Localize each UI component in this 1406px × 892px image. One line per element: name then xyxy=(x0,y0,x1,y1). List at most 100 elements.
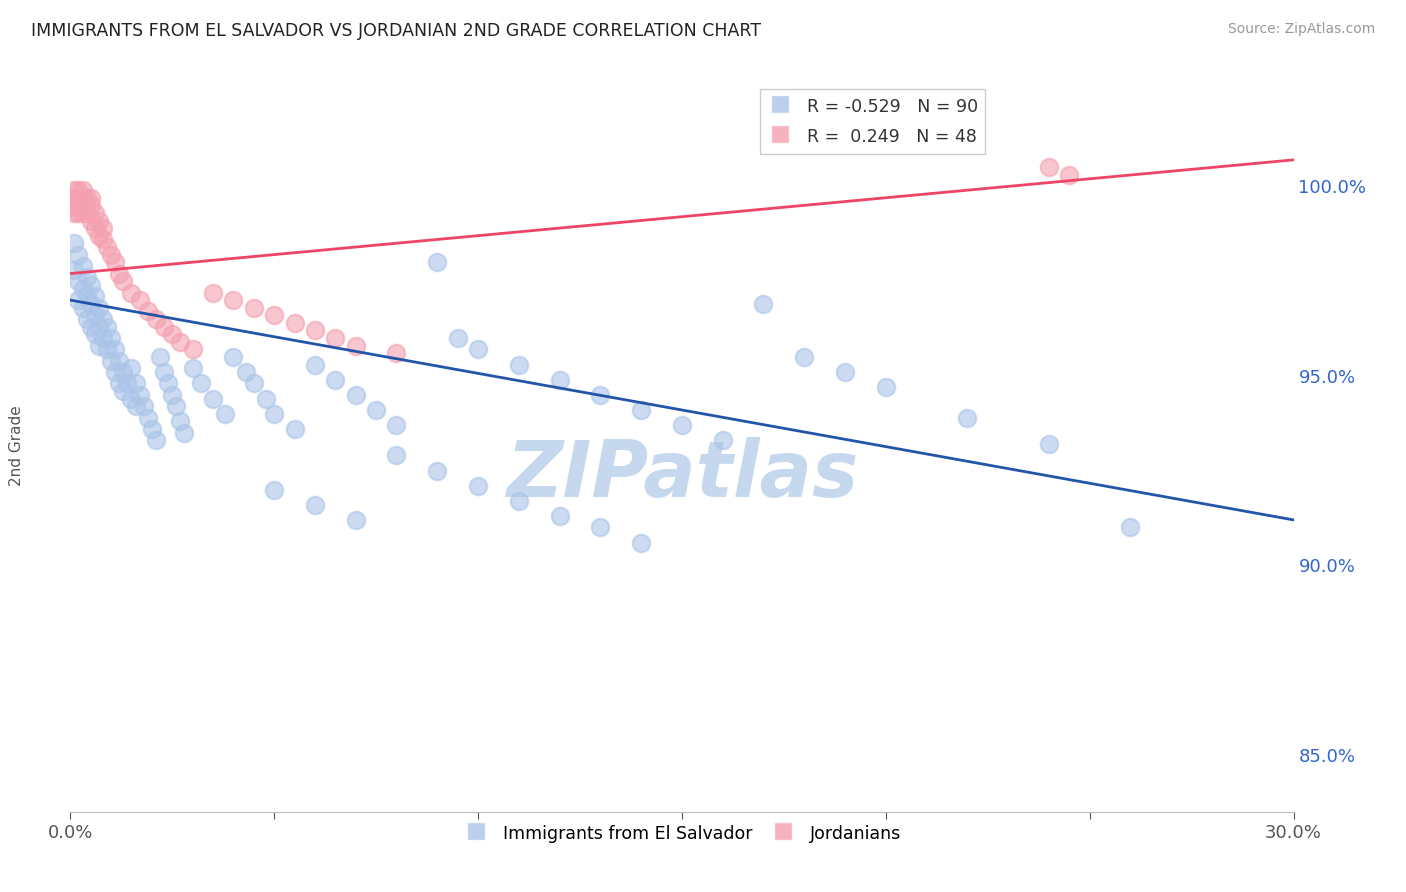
Point xyxy=(284,422,307,436)
Point xyxy=(793,350,815,364)
Point xyxy=(263,483,285,497)
Point xyxy=(112,274,135,288)
Point xyxy=(72,198,94,212)
Point xyxy=(385,449,408,463)
Point xyxy=(76,289,98,303)
Point xyxy=(96,240,118,254)
Point xyxy=(214,407,236,421)
Point xyxy=(284,316,307,330)
Point xyxy=(426,255,449,269)
Point xyxy=(157,376,180,391)
Point xyxy=(173,425,195,440)
Point xyxy=(202,285,225,300)
Point xyxy=(875,380,897,394)
Point xyxy=(63,191,86,205)
Point xyxy=(67,183,90,197)
Point xyxy=(96,319,118,334)
Point xyxy=(79,277,103,292)
Text: 2nd Grade: 2nd Grade xyxy=(10,406,24,486)
Point xyxy=(79,319,103,334)
Point xyxy=(72,282,94,296)
Point xyxy=(243,301,266,315)
Point xyxy=(426,464,449,478)
Point xyxy=(76,206,98,220)
Point xyxy=(956,410,979,425)
Point xyxy=(72,183,94,197)
Point xyxy=(181,361,204,376)
Point xyxy=(79,191,103,205)
Point xyxy=(548,509,571,524)
Point xyxy=(304,358,326,372)
Point xyxy=(63,198,86,212)
Point xyxy=(87,338,110,352)
Text: ZIPatlas: ZIPatlas xyxy=(506,437,858,513)
Point xyxy=(132,399,155,413)
Point xyxy=(222,293,245,307)
Point xyxy=(711,434,734,448)
Point xyxy=(304,323,326,337)
Point xyxy=(149,350,172,364)
Point xyxy=(79,297,103,311)
Point xyxy=(87,319,110,334)
Point xyxy=(76,191,98,205)
Point xyxy=(117,376,139,391)
Point xyxy=(190,376,212,391)
Point xyxy=(136,410,159,425)
Point xyxy=(124,399,146,413)
Point xyxy=(169,414,191,428)
Point xyxy=(202,392,225,406)
Point xyxy=(304,498,326,512)
Point xyxy=(83,206,105,220)
Text: Source: ZipAtlas.com: Source: ZipAtlas.com xyxy=(1227,22,1375,37)
Point xyxy=(136,304,159,318)
Point xyxy=(508,358,530,372)
Point xyxy=(467,479,489,493)
Point xyxy=(91,312,114,326)
Point xyxy=(104,365,127,379)
Point xyxy=(243,376,266,391)
Point xyxy=(87,213,110,227)
Point xyxy=(235,365,257,379)
Point xyxy=(108,353,131,368)
Point xyxy=(67,191,90,205)
Point xyxy=(67,247,90,261)
Point xyxy=(752,297,775,311)
Point xyxy=(108,267,131,281)
Point xyxy=(366,403,388,417)
Point xyxy=(72,301,94,315)
Point xyxy=(72,259,94,273)
Point xyxy=(124,376,146,391)
Point xyxy=(344,513,367,527)
Point xyxy=(141,422,163,436)
Point xyxy=(63,262,86,277)
Point xyxy=(169,334,191,349)
Point xyxy=(63,183,86,197)
Point xyxy=(76,270,98,285)
Point xyxy=(91,221,114,235)
Point xyxy=(79,213,103,227)
Point xyxy=(128,293,150,307)
Point xyxy=(83,327,105,342)
Point xyxy=(83,221,105,235)
Point xyxy=(79,198,103,212)
Point xyxy=(1119,520,1142,534)
Point xyxy=(121,392,143,406)
Point xyxy=(67,274,90,288)
Point xyxy=(1038,161,1060,175)
Point xyxy=(87,228,110,243)
Point xyxy=(344,388,367,402)
Point xyxy=(121,361,143,376)
Point xyxy=(100,353,122,368)
Point xyxy=(145,434,167,448)
Point xyxy=(76,312,98,326)
Point xyxy=(100,331,122,345)
Point xyxy=(91,331,114,345)
Point xyxy=(589,388,612,402)
Point xyxy=(100,247,122,261)
Point xyxy=(83,289,105,303)
Point xyxy=(104,343,127,357)
Point xyxy=(128,388,150,402)
Point xyxy=(91,232,114,246)
Point xyxy=(63,206,86,220)
Point xyxy=(72,206,94,220)
